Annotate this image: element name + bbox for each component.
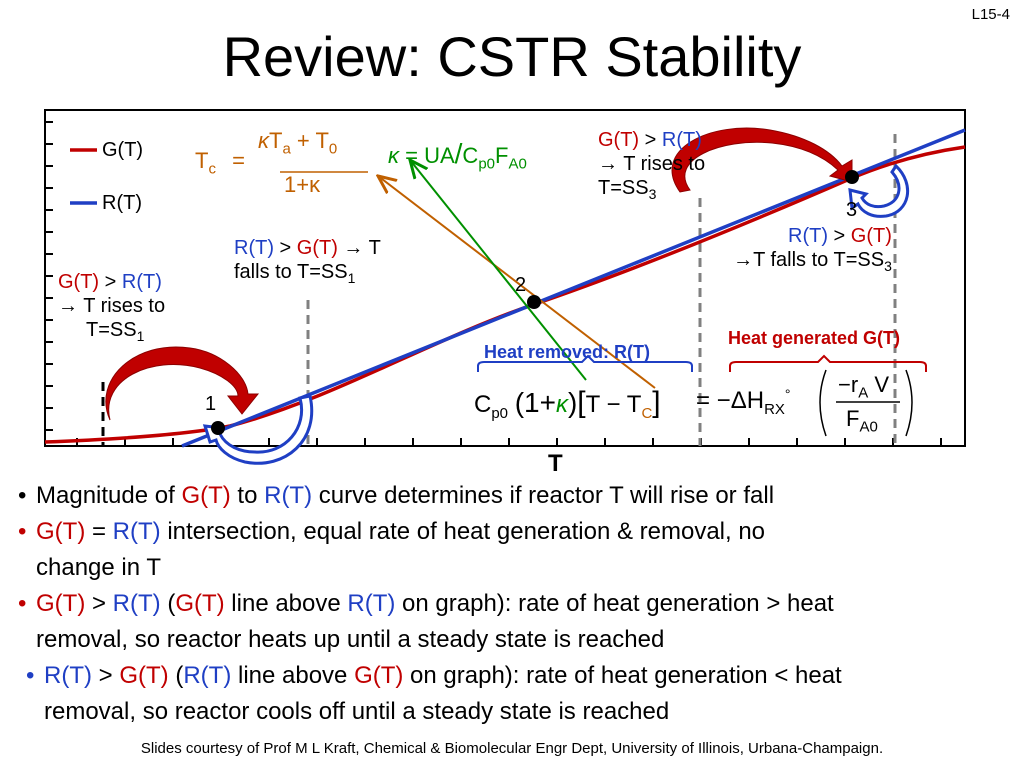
bullet-dot: • (18, 482, 27, 509)
bullet-text: R(T) > G(T) (R(T) line above G(T) on gra… (44, 658, 1018, 694)
bullet-text-run: on graph): rate of heat generation < hea… (403, 662, 842, 689)
bullet-text-run: intersection, equal rate of heat generat… (160, 518, 766, 545)
bullet-text: Magnitude of G(T) to R(T) curve determin… (36, 478, 1018, 514)
bullet-text-run: > (91, 662, 120, 689)
bullet-text-run: on graph): rate of heat generation > hea… (395, 590, 834, 617)
bullet-text-run: R(T) (112, 590, 161, 617)
bullet-text-run: curve determines if reactor T will rise … (312, 482, 775, 509)
bullet-continuation: removal, so reactor cools off until a st… (44, 698, 670, 725)
curly-arrow-ss1-red (105, 346, 260, 421)
bullet-text-run: ( (160, 590, 176, 617)
heat-removed-label: Heat removed: R(T) (484, 342, 651, 362)
plot-frame (44, 109, 966, 447)
bullet-item: • R(T) > G(T) (R(T) line above G(T) on gr… (18, 658, 1018, 730)
paren-left (819, 369, 827, 437)
bullet-text-run: R(T) (44, 662, 92, 689)
steady-state-point-2 (527, 295, 541, 309)
bullet-text: G(T) = R(T) intersection, equal rate of … (36, 514, 1018, 550)
bullet-dot: • (26, 662, 35, 689)
bullet-text-run: G(T) (36, 590, 86, 617)
point-label-2: 2 (515, 274, 527, 296)
tc-pointer-arrow (378, 176, 656, 389)
bullet-continuation: change in T (36, 554, 161, 581)
heat-generated-brace (729, 354, 927, 372)
slide-number: L15-4 (971, 6, 1010, 23)
tc-formula-numerator: κTa + T0 (258, 128, 338, 158)
bullet-text-run: G(T) (175, 590, 225, 617)
bullet-item: • Magnitude of G(T) to R(T) curve determi… (18, 478, 1018, 514)
tc-formula-denominator: 1+κ (284, 172, 321, 197)
bullet-text-run: G(T) (354, 662, 404, 689)
bullet-text-run: to (230, 482, 265, 509)
bullet-text-run: line above (224, 590, 348, 617)
paren-right (905, 369, 913, 437)
rt-line (181, 128, 966, 448)
annotation-gt-rises-ss1: G(T) > R(T) → T rises to T=SS1 (58, 271, 166, 344)
bullet-continuation: removal, so reactor heats up until a ste… (36, 626, 665, 653)
x-axis-ticks (76, 438, 942, 446)
point-label-3: 3 (846, 199, 858, 221)
bullet-text-run: = (85, 518, 113, 545)
annotation-rt-falls-ss1: R(T) > G(T) → T falls to T=SS1 (234, 237, 381, 286)
steady-state-point-1 (211, 421, 225, 435)
rate-numerator: −rA V (838, 372, 889, 402)
tc-formula-lhs: Tc = (195, 148, 245, 178)
kappa-pointer-arrow (410, 160, 587, 381)
steady-state-point-3 (845, 170, 859, 184)
bullet-dot: • (18, 518, 27, 545)
bullet-text-run: G(T) (181, 482, 231, 509)
curly-arrow-ss3-blue (848, 163, 910, 218)
annotation-rt-falls-ss3: R(T) > G(T) →T falls to T=SS3 (733, 225, 892, 274)
point-label-1: 1 (205, 393, 217, 415)
bullet-text-run: > (85, 590, 113, 617)
x-axis-label: T (548, 450, 563, 477)
heat-generated-label: Heat generated G(T) (728, 328, 901, 348)
bullet-list: • Magnitude of G(T) to R(T) curve determi… (18, 478, 1018, 730)
bullet-text-run: G(T) (119, 662, 169, 689)
bullet-text: G(T) > R(T) (G(T) line above R(T) on gra… (36, 586, 1018, 622)
bullet-text-run: Magnitude of (36, 482, 182, 509)
heat-balance-lhs: Cp0 (1+κ)[T − TC] (474, 386, 661, 422)
legend-gt: G(T) (102, 139, 144, 161)
bullet-text-run: ( (168, 662, 184, 689)
page-title: Review: CSTR Stability (222, 25, 802, 88)
footer-credit: Slides courtesy of Prof M L Kraft, Chemi… (140, 740, 884, 757)
curly-arrow-ss1-blue (202, 394, 314, 465)
heat-removed-brace (477, 354, 693, 372)
annotation-gt-rises-ss3: G(T) > R(T) → T rises to T=SS3 (598, 129, 706, 202)
y-axis-ticks (45, 121, 53, 431)
heat-balance-rhs: = −ΔHRX° (696, 386, 791, 418)
bullet-text-run: G(T) (36, 518, 86, 545)
bullet-item: • G(T) > R(T) (G(T) line above R(T) on gr… (18, 586, 1018, 658)
bullet-text-run: line above (231, 662, 355, 689)
rate-denominator: FA0 (846, 406, 878, 436)
legend-rt: R(T) (102, 192, 142, 214)
bullet-text-run: R(T) (112, 518, 161, 545)
bullet-dot: • (18, 590, 27, 617)
bullet-text-run: R(T) (347, 590, 396, 617)
bullet-text-run: R(T) (183, 662, 232, 689)
bullet-item: • G(T) = R(T) intersection, equal rate of… (18, 514, 1018, 586)
bullet-text-run: R(T) (264, 482, 313, 509)
kappa-formula: κ = UA/Cp0FA0 (388, 138, 527, 173)
